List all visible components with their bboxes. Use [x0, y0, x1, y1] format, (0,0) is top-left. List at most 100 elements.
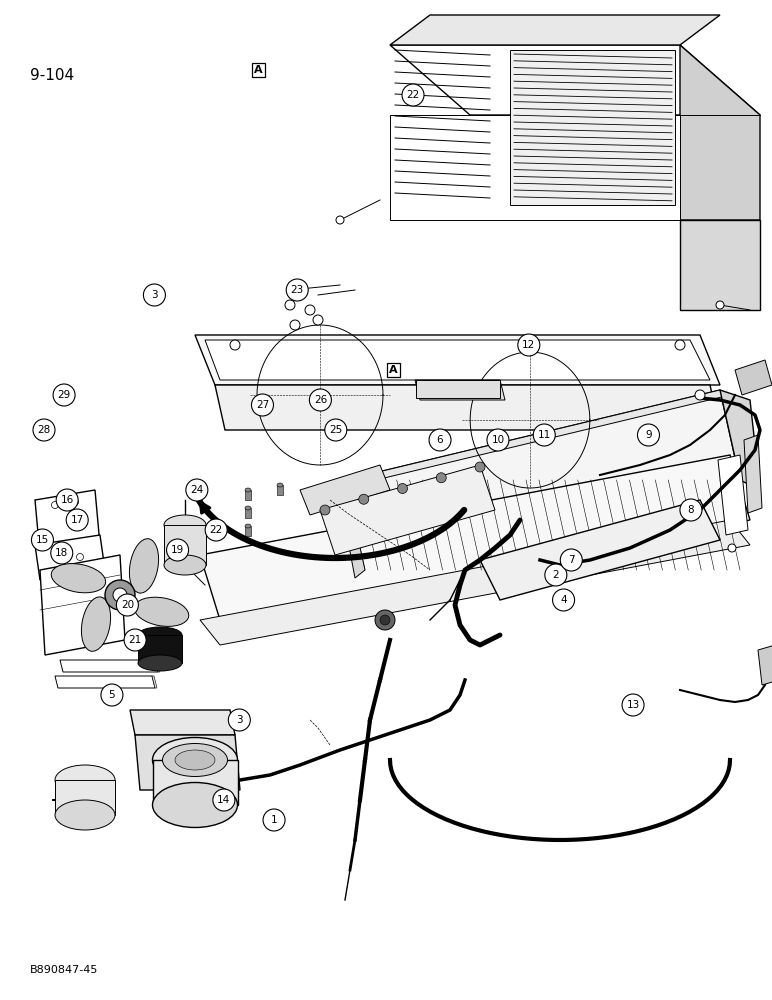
- Text: 22: 22: [209, 525, 223, 535]
- Polygon shape: [40, 555, 125, 655]
- Circle shape: [285, 300, 295, 310]
- Circle shape: [436, 473, 446, 483]
- Circle shape: [638, 424, 659, 446]
- Circle shape: [263, 809, 285, 831]
- Bar: [277, 485, 283, 495]
- Text: 21: 21: [128, 635, 142, 645]
- Text: 3: 3: [151, 290, 157, 300]
- Polygon shape: [152, 676, 157, 688]
- Bar: [153, 760, 238, 805]
- Circle shape: [680, 499, 702, 521]
- Polygon shape: [390, 15, 720, 45]
- Circle shape: [32, 529, 53, 551]
- Circle shape: [728, 544, 736, 552]
- Ellipse shape: [162, 744, 228, 776]
- Text: 20: 20: [120, 600, 134, 610]
- Circle shape: [475, 462, 485, 472]
- Text: 19: 19: [171, 545, 185, 555]
- Circle shape: [186, 479, 208, 501]
- Bar: [245, 490, 251, 500]
- Ellipse shape: [153, 782, 238, 828]
- Bar: [55, 780, 115, 815]
- Circle shape: [533, 424, 555, 446]
- Circle shape: [375, 610, 395, 630]
- Text: 8: 8: [688, 505, 694, 515]
- Circle shape: [56, 556, 63, 564]
- Circle shape: [336, 216, 344, 224]
- Circle shape: [205, 519, 227, 541]
- Circle shape: [213, 789, 235, 811]
- Polygon shape: [338, 480, 365, 578]
- Circle shape: [113, 588, 127, 602]
- Circle shape: [675, 340, 685, 350]
- Circle shape: [66, 509, 88, 531]
- Circle shape: [716, 301, 724, 309]
- Ellipse shape: [245, 524, 251, 528]
- Ellipse shape: [138, 655, 182, 671]
- Ellipse shape: [164, 515, 206, 535]
- Polygon shape: [55, 676, 155, 688]
- Polygon shape: [720, 390, 760, 490]
- Text: 9: 9: [645, 430, 652, 440]
- Circle shape: [56, 489, 78, 511]
- Polygon shape: [200, 520, 750, 645]
- Polygon shape: [345, 390, 730, 485]
- Polygon shape: [415, 380, 505, 400]
- Text: 17: 17: [70, 515, 84, 525]
- Circle shape: [72, 498, 79, 506]
- Polygon shape: [205, 340, 710, 380]
- Polygon shape: [390, 115, 680, 220]
- Bar: [138, 635, 182, 663]
- Polygon shape: [135, 735, 240, 790]
- Ellipse shape: [164, 555, 206, 575]
- Text: 26: 26: [313, 395, 327, 405]
- Polygon shape: [680, 45, 760, 220]
- Circle shape: [380, 615, 390, 625]
- Text: 14: 14: [217, 795, 231, 805]
- Polygon shape: [735, 360, 772, 395]
- Text: 25: 25: [329, 425, 343, 435]
- Circle shape: [553, 589, 574, 611]
- Circle shape: [545, 564, 567, 586]
- Circle shape: [51, 542, 73, 564]
- Circle shape: [53, 384, 75, 406]
- Text: 22: 22: [406, 90, 420, 100]
- Bar: [245, 508, 251, 518]
- Circle shape: [167, 539, 188, 561]
- Bar: [245, 526, 251, 536]
- Polygon shape: [718, 455, 748, 535]
- Polygon shape: [680, 220, 760, 310]
- Ellipse shape: [51, 564, 106, 593]
- Polygon shape: [345, 390, 740, 570]
- Text: 7: 7: [568, 555, 574, 565]
- Text: 15: 15: [36, 535, 49, 545]
- Text: 16: 16: [60, 495, 74, 505]
- Polygon shape: [480, 500, 720, 600]
- Text: 28: 28: [37, 425, 51, 435]
- Text: 9-104: 9-104: [30, 68, 74, 83]
- Ellipse shape: [153, 738, 238, 782]
- Circle shape: [313, 315, 323, 325]
- Circle shape: [286, 279, 308, 301]
- Circle shape: [101, 684, 123, 706]
- Polygon shape: [744, 435, 762, 513]
- Text: 5: 5: [109, 690, 115, 700]
- Polygon shape: [60, 660, 158, 672]
- Text: 27: 27: [256, 400, 269, 410]
- Text: 11: 11: [537, 430, 551, 440]
- Ellipse shape: [138, 627, 182, 643]
- Circle shape: [622, 694, 644, 716]
- Circle shape: [33, 419, 55, 441]
- Circle shape: [76, 554, 83, 560]
- Polygon shape: [200, 455, 750, 620]
- Circle shape: [487, 429, 509, 451]
- Ellipse shape: [175, 750, 215, 770]
- Circle shape: [252, 394, 273, 416]
- Ellipse shape: [277, 483, 283, 487]
- Text: A: A: [389, 365, 398, 375]
- Circle shape: [398, 484, 408, 493]
- Circle shape: [144, 284, 165, 306]
- Circle shape: [124, 629, 146, 651]
- Polygon shape: [390, 45, 760, 115]
- Circle shape: [402, 84, 424, 106]
